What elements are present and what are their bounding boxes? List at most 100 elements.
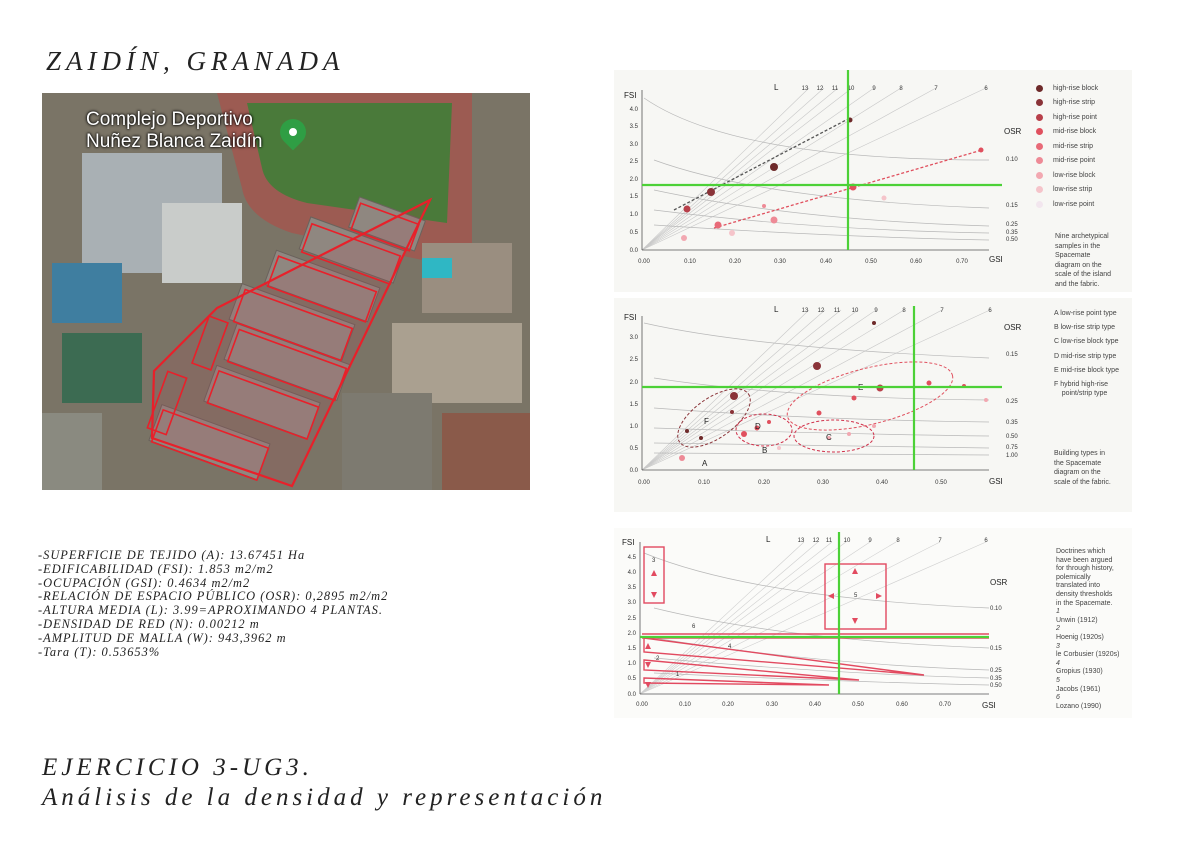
axes xyxy=(641,90,989,251)
exercise-subtitle: Análisis de la densidad y representación xyxy=(42,784,607,811)
doctrine-number: 4 xyxy=(728,644,732,650)
point-mid-rise-point xyxy=(770,216,778,224)
doctrine-line: Doctrines which xyxy=(1056,548,1106,555)
doctrine-number: 6 xyxy=(692,624,696,630)
y-tick: 0.0 xyxy=(630,468,639,474)
legend-label: E mid-rise block type xyxy=(1054,366,1119,374)
legend-dot xyxy=(1036,157,1043,165)
y-tick: 3.0 xyxy=(630,335,639,341)
footer-title: EJERCICIO 3-UG3. Análisis de la densidad… xyxy=(42,753,606,813)
doctrine-number: 1 xyxy=(676,672,680,678)
fsi-axis-label: FSI xyxy=(624,313,636,322)
legend-dot xyxy=(1036,171,1043,179)
osr-tick: 0.50 xyxy=(1006,237,1018,243)
doctrine-line: 2 xyxy=(1056,625,1060,633)
point-low-rise-block xyxy=(681,235,687,241)
legend-dot xyxy=(1036,142,1043,150)
doctrine-1-wedge xyxy=(643,677,830,686)
caption-line: Building types in xyxy=(1054,450,1105,457)
fsi-axis-label: FSI xyxy=(624,91,636,100)
y-tick: 3.5 xyxy=(628,585,637,591)
y-tick: 0.5 xyxy=(630,230,639,236)
x-tick: 0.00 xyxy=(638,259,650,265)
doctrine-line: for through history, xyxy=(1056,565,1114,573)
data-line: -AMPLITUD DE MALLA (W): 943,3962 m xyxy=(38,630,287,645)
osr-tick: 0.10 xyxy=(990,606,1002,612)
x-tick: 0.10 xyxy=(684,259,696,265)
l-tick: 10 xyxy=(848,86,855,92)
cluster-d-ellipse xyxy=(735,413,793,447)
legend-panel-2: A low-rise point type B low-rise strip t… xyxy=(1054,307,1119,401)
legend-label: mid-rise point xyxy=(1053,157,1096,165)
doctrine-4-wedge xyxy=(643,637,925,676)
y-tick: 0.0 xyxy=(630,248,639,254)
data-line: -SUPERFICIE DE TEJIDO (A): 13.67451 Ha xyxy=(38,548,306,562)
y-tick: 0.5 xyxy=(628,676,637,682)
osr-tick: 0.50 xyxy=(1006,434,1018,440)
point-high-rise-point xyxy=(683,205,691,213)
cluster-c-ellipse xyxy=(793,419,875,453)
cluster-label: D xyxy=(755,422,761,431)
legend-label: high-rise strip xyxy=(1053,99,1096,107)
l-lines xyxy=(641,87,987,251)
l-tick: 8 xyxy=(902,308,906,314)
x-tick: 0.20 xyxy=(758,480,770,486)
l-axis-label: L xyxy=(774,305,779,314)
osr-axis-label: OSR xyxy=(990,578,1008,587)
legend-label: low-rise strip xyxy=(1053,186,1093,194)
y-tick: 4.0 xyxy=(628,570,637,576)
type-points xyxy=(679,321,988,461)
y-tick: 3.5 xyxy=(630,124,639,130)
osr-tick: 1.00 xyxy=(1006,453,1018,459)
legend-dot xyxy=(1036,128,1043,136)
osr-tick: 0.35 xyxy=(1006,420,1018,426)
point-high-rise-strip xyxy=(707,188,715,196)
point-high-rise-block xyxy=(770,163,778,171)
osr-tick: 0.75 xyxy=(1006,445,1018,451)
l-tick: 11 xyxy=(826,538,833,544)
y-tick: 1.5 xyxy=(628,646,637,652)
x-tick: 0.40 xyxy=(809,702,821,708)
trend-mid-rise xyxy=(713,149,983,229)
legend-label: F hybrid high-rise xyxy=(1054,381,1109,389)
point-mid-rise-strip xyxy=(714,221,722,229)
l-tick: 13 xyxy=(798,538,805,544)
legend-item: mid-rise point xyxy=(1036,154,1098,169)
x-tick: 0.10 xyxy=(679,702,691,708)
doctrines-caption: Doctrines which have been argued for thr… xyxy=(1056,548,1119,711)
x-tick: 0.70 xyxy=(956,259,968,265)
aerial-photo: Complejo Deportivo Nuñez Blanca Zaidín xyxy=(42,93,530,490)
l-tick: 9 xyxy=(874,308,878,314)
caption-panel-2: Building types in the Spacemate diagram … xyxy=(1054,449,1111,487)
doctrine-line: le Corbusier (1920s) xyxy=(1056,651,1120,659)
caption-line: Nine archetypical xyxy=(1055,233,1109,240)
doctrine-number: 3 xyxy=(652,558,656,564)
l-tick: 8 xyxy=(899,86,903,92)
legend-dot xyxy=(1036,113,1043,121)
doctrine-line: Gropius (1930) xyxy=(1056,668,1103,676)
l-tick: 6 xyxy=(984,86,988,92)
doctrine-line: Jacobs (1961) xyxy=(1056,685,1101,693)
legend-label: low-rise point xyxy=(1053,200,1095,208)
x-tick: 0.50 xyxy=(935,480,947,486)
l-tick: 7 xyxy=(938,538,942,544)
l-axis-label: L xyxy=(774,83,779,92)
x-tick: 0.10 xyxy=(698,480,710,486)
caption-line: diagram on the xyxy=(1055,261,1102,269)
point-mid-rise-point xyxy=(762,204,766,208)
osr-tick: 0.35 xyxy=(1006,230,1018,236)
legend-panel-1: high-rise block high-rise strip high-ris… xyxy=(1036,81,1098,212)
legend-label: mid-rise strip xyxy=(1053,142,1094,150)
gsi-axis-label: GSI xyxy=(982,701,996,710)
cluster-label: A xyxy=(702,459,708,468)
doctrine-line: 5 xyxy=(1056,676,1060,684)
l-tick: 9 xyxy=(872,86,876,92)
legend-label: A low-rise point type xyxy=(1054,310,1117,317)
spacemate-panel-2: FSI GSI L OSR 0.0 0.5 1.0 1.5 2.0 2.5 3.… xyxy=(614,298,1132,512)
legend-item: low-rise strip xyxy=(1036,183,1098,198)
fsi-axis-label: FSI xyxy=(622,538,634,547)
arrow-markers xyxy=(645,568,882,688)
place-label-line-1: Complejo Deportivo xyxy=(86,109,253,130)
sample-points xyxy=(681,117,984,241)
doctrine-number: 5 xyxy=(854,593,858,599)
